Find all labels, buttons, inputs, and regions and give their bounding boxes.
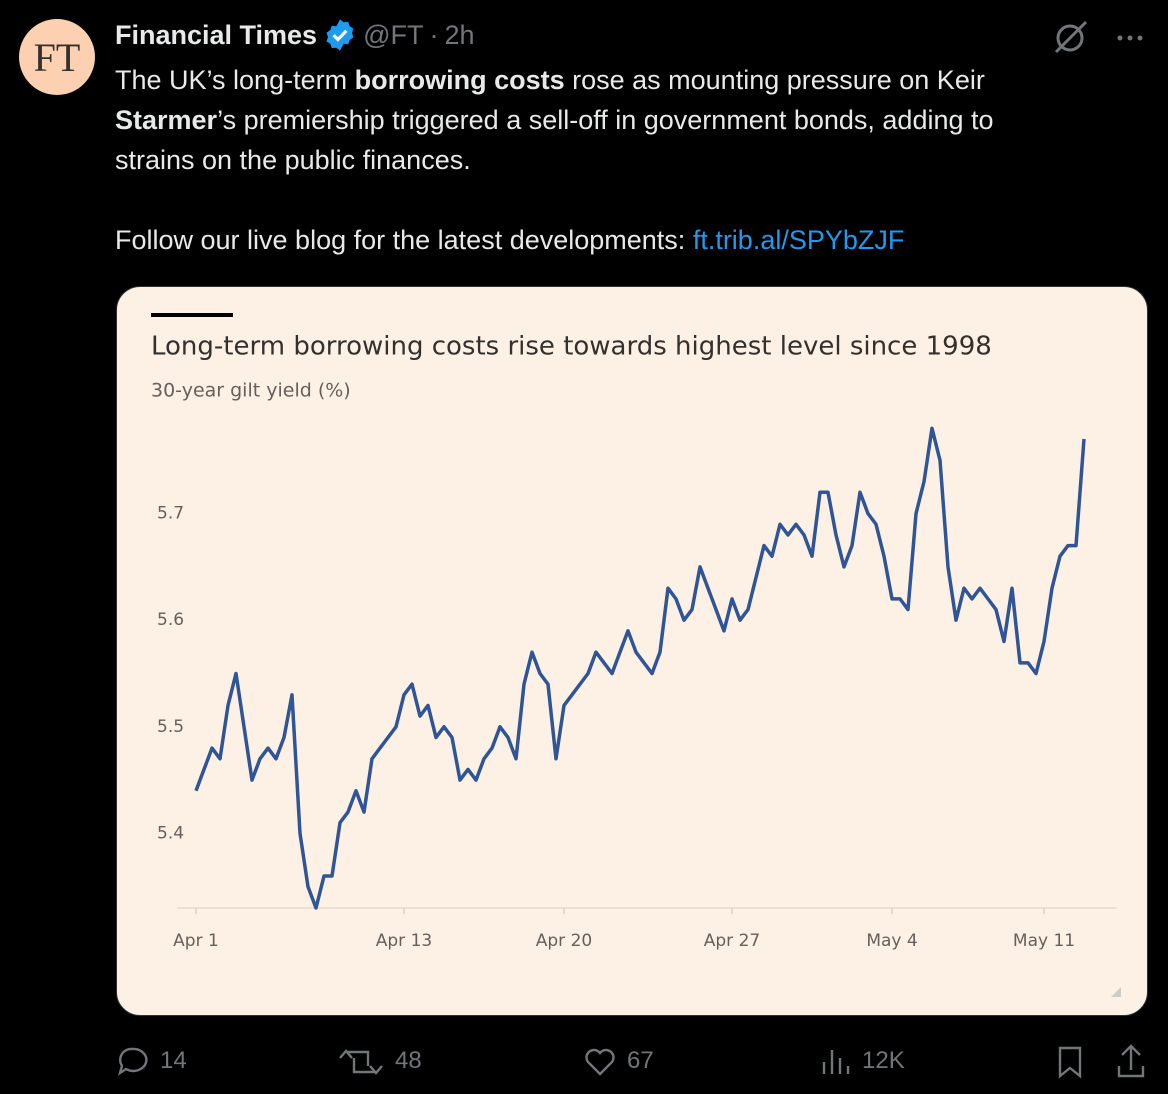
x-tick-label: May 11 [1013, 931, 1075, 951]
repost-icon[interactable] [339, 1049, 383, 1075]
x-tick-label: Apr 1 [173, 931, 219, 951]
chart-subtitle: 30-year gilt yield (%) [151, 380, 351, 402]
chart-title: Long-term borrowing costs rise towards h… [151, 332, 992, 362]
x-tick-label: Apr 13 [376, 931, 432, 951]
text-line: Starmer’s premiership triggered a sell-o… [115, 100, 994, 140]
bold-text: Starmer [115, 105, 218, 135]
like-count: 67 [627, 1047, 654, 1074]
avatar[interactable]: FT [19, 19, 95, 95]
y-tick-label: 5.6 [157, 610, 184, 630]
text-segment: strains on the public finances. [115, 145, 471, 175]
y-tick-label: 5.4 [157, 823, 184, 843]
bold-text: borrowing costs [354, 65, 565, 95]
more-icon[interactable] [1117, 35, 1143, 41]
action-icons [117, 1044, 1145, 1079]
text-segment: The UK’s long-term [115, 65, 355, 95]
resize-handle [1111, 987, 1121, 997]
separator: · [429, 19, 439, 50]
chart-card[interactable]: Long-term borrowing costs rise towards h… [116, 286, 1148, 1016]
tweet-lines: The UK’s long-term borrowing costs rose … [115, 60, 994, 180]
x-tick-label: Apr 20 [536, 931, 592, 951]
tweet-text: The UK’s long-term borrowing costs rose … [115, 60, 994, 260]
y-tick-label: 5.5 [157, 717, 184, 737]
views-icon[interactable] [822, 1050, 850, 1074]
text-segment: ’s premiership triggered a sell-off in g… [217, 105, 994, 135]
author-name[interactable]: Financial Times [115, 19, 318, 50]
repost-count: 48 [395, 1047, 422, 1074]
like-icon[interactable] [585, 1048, 615, 1076]
reply-count: 14 [160, 1047, 187, 1074]
chart: Long-term borrowing costs rise towards h… [151, 313, 1121, 997]
handle[interactable]: @FT [363, 19, 424, 50]
tweet-header: Financial Times @FT · 2h [115, 18, 475, 52]
follow-line: Follow our live blog for the latest deve… [115, 220, 994, 260]
grok-icon[interactable] [1054, 20, 1088, 54]
line-series [194, 426, 1086, 910]
follow-text: Follow our live blog for the latest deve… [115, 225, 693, 255]
text-line: The UK’s long-term borrowing costs rose … [115, 60, 994, 100]
reply-icon[interactable] [117, 1047, 148, 1076]
x-tick-label: May 4 [866, 931, 917, 951]
bookmark-icon[interactable] [1058, 1046, 1082, 1079]
text-segment: rose as mounting pressure on Keir [564, 65, 985, 95]
verified-badge [326, 19, 354, 51]
link[interactable]: ft.trib.al/SPYbZJF [692, 225, 905, 255]
title-bar [151, 313, 233, 317]
y-tick-label: 5.7 [157, 504, 184, 524]
timestamp[interactable]: 2h [444, 19, 475, 50]
share-icon[interactable] [1117, 1044, 1145, 1078]
view-count: 12K [862, 1047, 905, 1074]
x-tick-label: Apr 27 [704, 931, 760, 951]
text-line: strains on the public finances. [115, 140, 994, 180]
header-icons [1054, 20, 1143, 54]
